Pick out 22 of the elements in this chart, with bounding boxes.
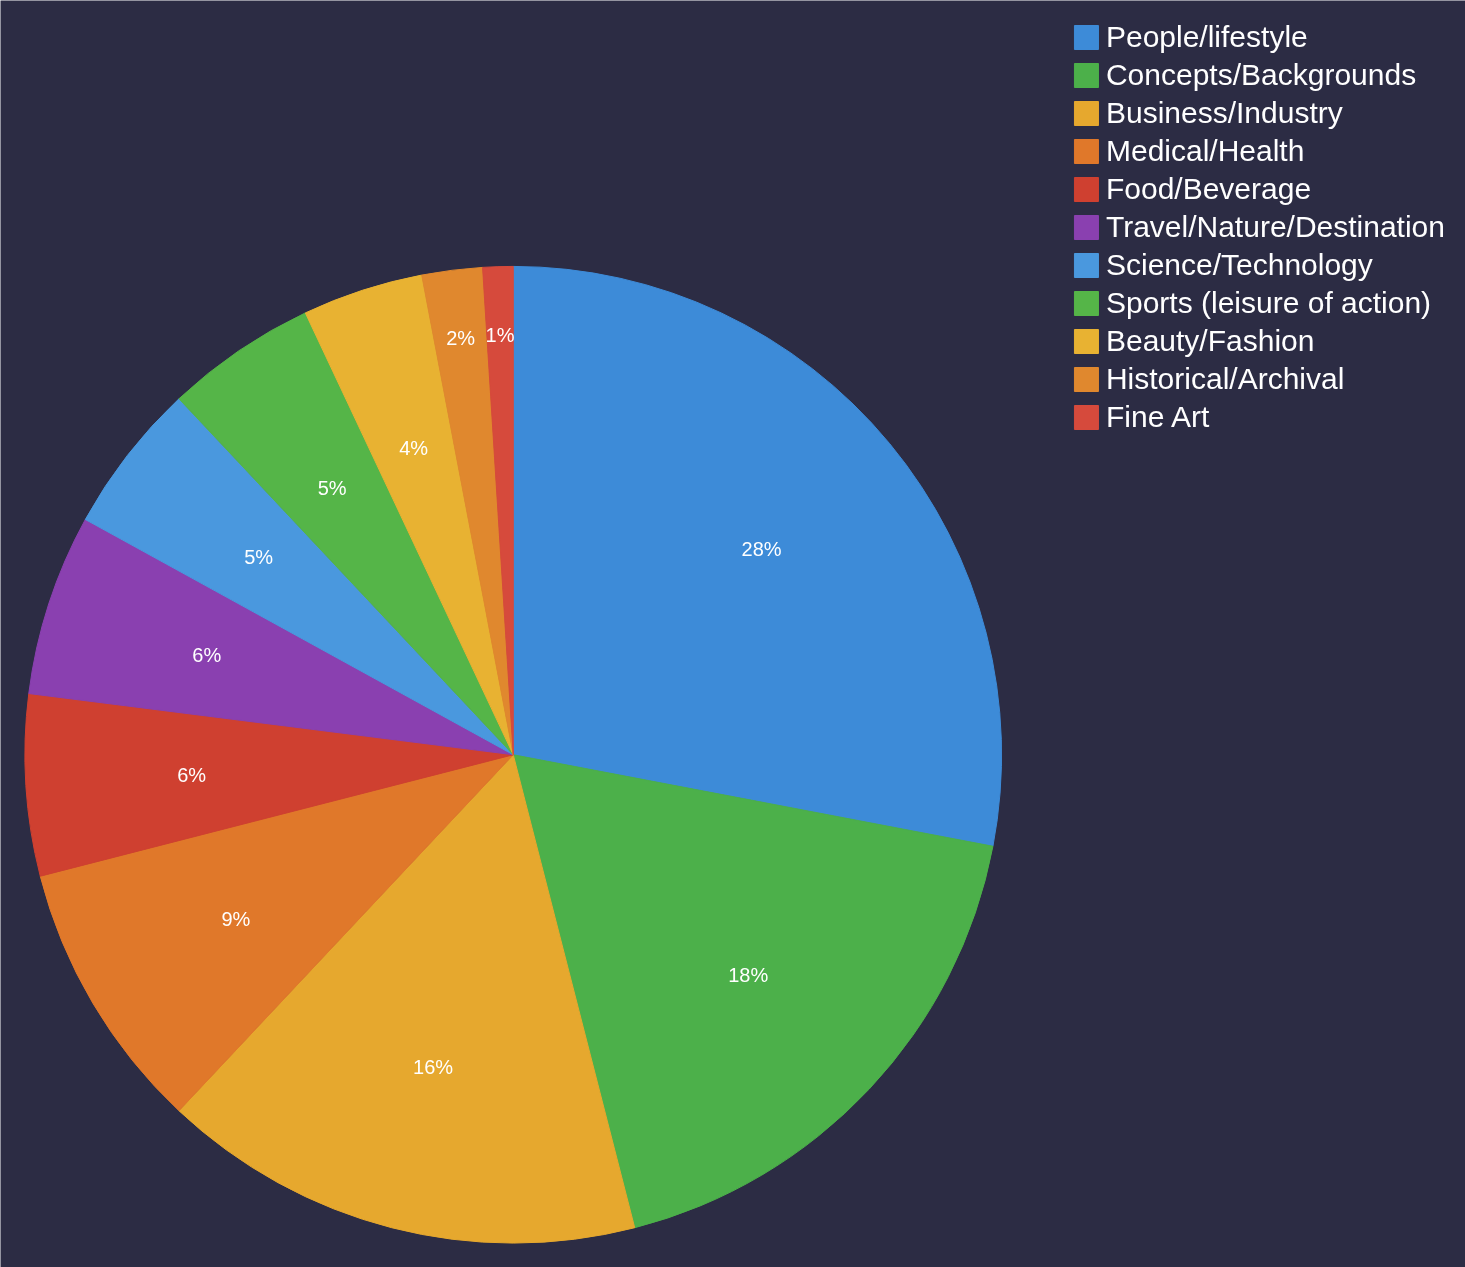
- legend-label: Business/Industry: [1105, 96, 1343, 130]
- legend-label: Science/Technology: [1105, 248, 1373, 282]
- data-label: 5%: [317, 477, 347, 500]
- legend-label: Sports (leisure of action): [1105, 286, 1432, 320]
- legend-label: Beauty/Fashion: [1105, 324, 1315, 358]
- legend-label: Fine Art: [1105, 400, 1210, 434]
- data-label: 5%: [244, 546, 274, 569]
- data-label: 28%: [741, 538, 782, 561]
- legend-label: Concepts/Backgrounds: [1105, 58, 1417, 92]
- data-label: 1%: [485, 323, 515, 346]
- data-label: 18%: [728, 964, 769, 987]
- data-label: 2%: [446, 327, 476, 350]
- legend-label: People/lifestyle: [1105, 20, 1308, 54]
- legend-label: Travel/Nature/Destination: [1105, 210, 1445, 244]
- legend-label: Food/Beverage: [1105, 172, 1312, 206]
- data-label: 9%: [221, 907, 251, 930]
- data-label: 6%: [177, 763, 207, 786]
- data-label: 6%: [192, 644, 222, 667]
- legend-label: Historical/Archival: [1105, 362, 1345, 396]
- data-label: 16%: [413, 1055, 454, 1078]
- data-label: 4%: [399, 437, 429, 460]
- legend-label: Medical/Health: [1105, 134, 1305, 168]
